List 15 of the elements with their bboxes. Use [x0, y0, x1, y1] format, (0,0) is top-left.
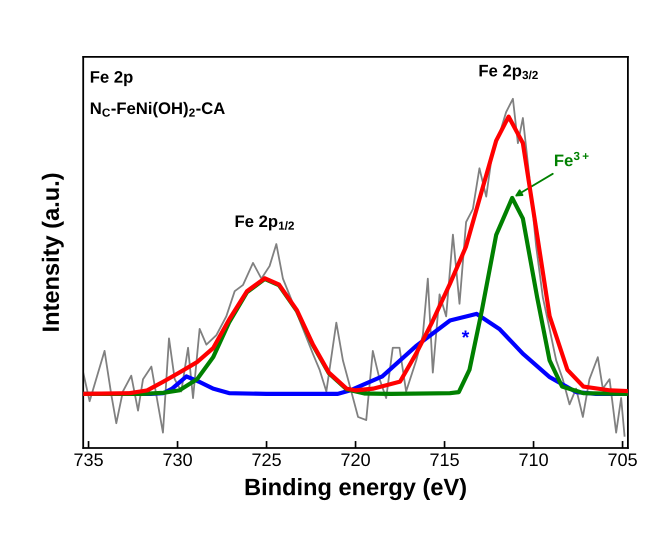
x-tick-label: 725: [252, 453, 281, 466]
x-tick-label: 720: [341, 453, 370, 466]
annotation: Fe 2p$_{1/2}$: [236, 215, 294, 230]
annotation: Fe 2p$_{3/2}$: [480, 64, 538, 80]
y-axis-title: Intensity (a.u.): [42, 174, 64, 331]
annotation: Fe$^{3+}$: [554, 152, 589, 166]
x-tick-label: 705: [608, 453, 637, 466]
x-tick-label: 730: [163, 453, 192, 466]
annotation: N$_{C}$-FeNi(OH)$_{2}$-CA: [90, 102, 225, 118]
annotation: *: [462, 330, 470, 338]
text: Fe 2p: [90, 71, 133, 86]
x-tick-label: 735: [74, 453, 103, 466]
x-tick-label: 715: [430, 454, 459, 466]
x-axis-title: Binding energy (eV): [246, 478, 466, 500]
x-tick-label: 710: [519, 453, 548, 466]
